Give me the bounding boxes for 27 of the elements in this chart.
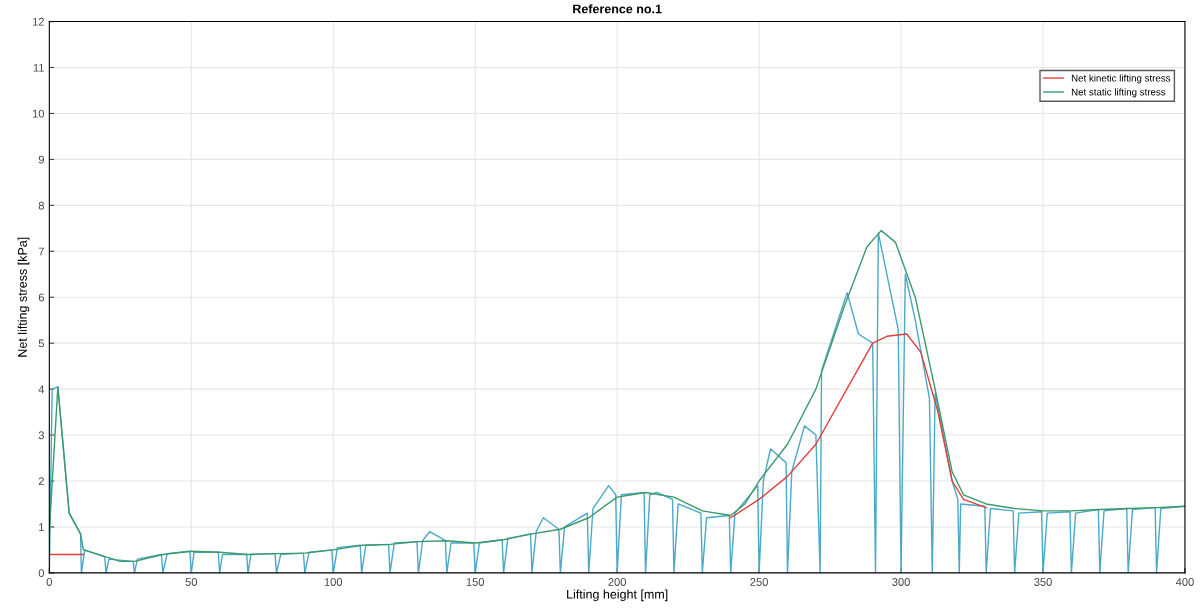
- legend-label: Net static lifting stress: [1071, 88, 1166, 98]
- x-tick-label: 150: [466, 578, 485, 586]
- y-tick-label: 3: [38, 431, 44, 440]
- x-axis-title: Lifting height [mm]: [567, 589, 668, 602]
- x-tick-label: 300: [892, 578, 910, 586]
- x-tick-label: 50: [185, 578, 198, 586]
- y-tick-label: 9: [38, 155, 44, 164]
- y-tick-label: 1: [39, 523, 44, 531]
- legend-label: Net kinetic lifting stress: [1071, 74, 1171, 84]
- x-tick-label: 350: [1034, 578, 1052, 586]
- chart-title: Reference no.1: [573, 4, 662, 14]
- x-tick-label: 0: [46, 578, 52, 586]
- y-tick-label: 8: [38, 201, 44, 210]
- x-tick-label: 200: [608, 578, 626, 586]
- y-tick-label: 11: [33, 63, 44, 72]
- x-tick-label: 100: [324, 578, 343, 586]
- x-tick-label: 400: [1175, 578, 1194, 586]
- y-axis-title: Net lifting stress [kPa]: [17, 237, 30, 357]
- y-tick-label: 0: [38, 569, 45, 578]
- x-tick-label: 250: [750, 578, 768, 586]
- y-tick-label: 7: [38, 247, 44, 256]
- y-tick-label: 2: [38, 477, 44, 486]
- y-tick-label: 4: [38, 385, 45, 394]
- y-tick-label: 12: [32, 17, 44, 26]
- y-tick-label: 6: [38, 293, 44, 302]
- y-tick-label: 10: [32, 109, 45, 118]
- y-tick-label: 5: [38, 339, 44, 348]
